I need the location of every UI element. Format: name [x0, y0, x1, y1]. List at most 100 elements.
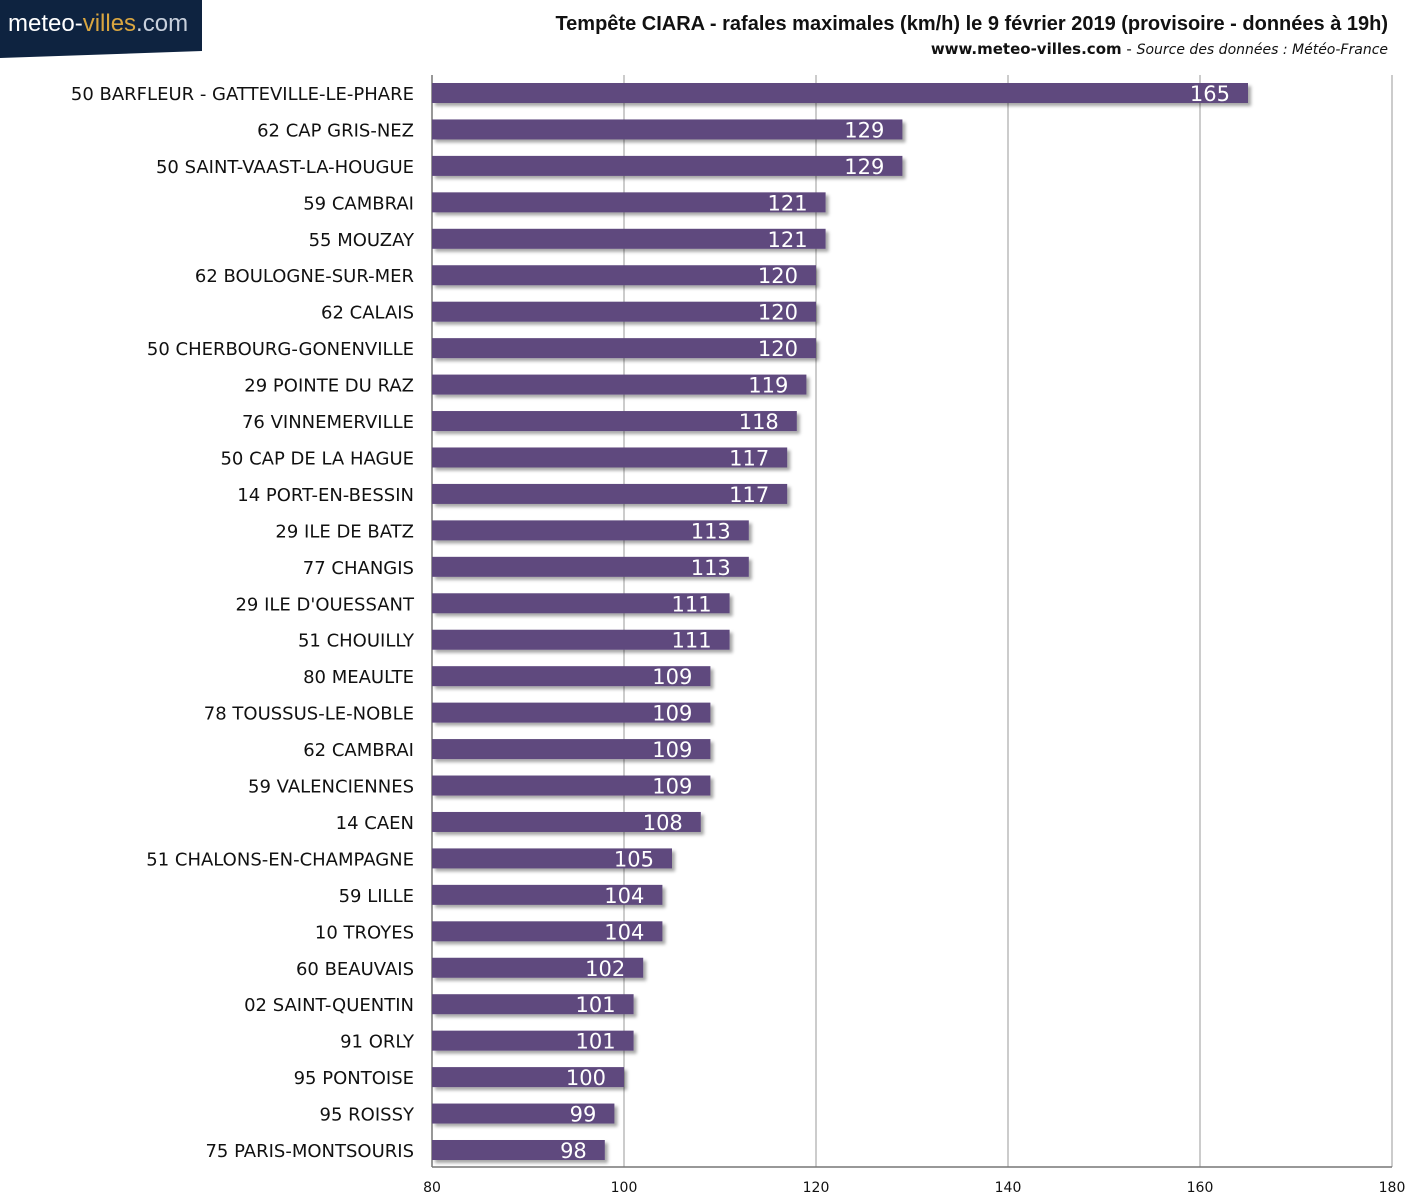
bar [432, 1030, 634, 1051]
logo: meteo-villes.com [0, 0, 202, 58]
data-label: 108 [643, 811, 683, 835]
data-label: 104 [604, 884, 644, 908]
data-source: Source des données : Météo-France [1136, 42, 1388, 58]
category-label: 75 PARIS-MONTSOURIS [205, 1141, 414, 1162]
category-label: 29 ILE D'OUESSANT [235, 594, 415, 615]
chart-subtitle: www.meteo-villes.com - Source des donnée… [930, 40, 1388, 58]
category-label: 51 CHALONS-EN-CHAMPAGNE [146, 849, 414, 870]
category-label: 02 SAINT-QUENTIN [244, 995, 414, 1016]
bar [432, 666, 711, 687]
x-tick-label: 100 [611, 1180, 638, 1196]
bar [432, 155, 903, 176]
x-tick-label: 120 [803, 1180, 830, 1196]
bar [432, 301, 816, 322]
category-label: 62 CAMBRAI [303, 740, 414, 761]
category-label: 14 PORT-EN-BESSIN [237, 485, 414, 506]
bar [432, 374, 807, 395]
bar [432, 994, 634, 1015]
category-label: 76 VINNEMERVILLE [242, 412, 414, 433]
data-label: 109 [652, 738, 692, 762]
category-label: 60 BEAUVAIS [296, 959, 414, 980]
data-label: 117 [729, 446, 769, 470]
category-label: 50 BARFLEUR - GATTEVILLE-LE-PHARE [71, 84, 414, 105]
data-label: 98 [560, 1139, 587, 1163]
site-url: www.meteo-villes.com [930, 40, 1122, 58]
data-label: 113 [691, 519, 731, 543]
category-label: 91 ORLY [340, 1032, 415, 1053]
bar [432, 1067, 624, 1088]
bar [432, 739, 711, 760]
category-label: 51 CHOUILLY [298, 631, 415, 652]
category-label: 59 VALENCIENNES [248, 777, 414, 798]
category-label: 29 ILE DE BATZ [275, 521, 414, 542]
bar [432, 1140, 605, 1160]
data-label: 113 [691, 556, 731, 580]
bar [432, 411, 797, 432]
bar [432, 83, 1248, 103]
bar [432, 447, 788, 468]
category-label: 77 CHANGIS [303, 558, 414, 579]
data-label: 129 [844, 118, 884, 142]
category-label: 55 MOUZAY [309, 230, 415, 251]
data-label: 120 [758, 301, 798, 325]
bar [432, 921, 663, 942]
bar [432, 848, 672, 869]
category-label: 50 SAINT-VAAST-LA-HOUGUE [156, 157, 414, 178]
data-label: 101 [576, 993, 616, 1017]
category-label: 95 ROISSY [320, 1105, 415, 1126]
category-label: 29 POINTE DU RAZ [244, 376, 414, 397]
bar [432, 811, 701, 832]
category-label: 80 MEAULTE [303, 667, 414, 688]
data-label: 109 [652, 702, 692, 726]
data-label: 165 [1190, 82, 1230, 106]
bar [432, 702, 711, 723]
data-label: 99 [570, 1103, 597, 1127]
category-label: 50 CAP DE LA HAGUE [220, 448, 414, 469]
bar [432, 338, 816, 359]
bar [432, 957, 644, 978]
category-label: 50 CHERBOURG-GONENVILLE [147, 339, 414, 360]
data-label: 129 [844, 155, 884, 179]
bar [432, 520, 749, 541]
data-label: 111 [672, 592, 712, 616]
category-label: 95 PONTOISE [294, 1068, 414, 1089]
x-tick-label: 160 [1187, 1180, 1214, 1196]
data-label: 120 [758, 337, 798, 361]
bar [432, 265, 816, 286]
category-label: 62 CAP GRIS-NEZ [257, 120, 414, 141]
category-label: 78 TOUSSUS-LE-NOBLE [204, 704, 414, 725]
data-label: 102 [585, 957, 625, 981]
data-label: 120 [758, 264, 798, 288]
category-label: 62 BOULOGNE-SUR-MER [195, 266, 414, 287]
data-label: 100 [566, 1066, 606, 1090]
bar [432, 629, 730, 650]
data-label: 104 [604, 920, 644, 944]
bar [432, 228, 826, 249]
bar [432, 192, 826, 213]
data-label: 111 [672, 629, 712, 653]
data-label: 118 [739, 410, 779, 434]
bar [432, 1103, 615, 1124]
category-label: 59 LILLE [339, 886, 414, 907]
category-label: 59 CAMBRAI [303, 193, 414, 214]
logo-text: meteo-villes.com [8, 10, 189, 37]
bar [432, 556, 749, 577]
category-label: 10 TROYES [315, 922, 414, 943]
bar [432, 884, 663, 905]
category-label: 14 CAEN [336, 813, 414, 834]
data-label: 117 [729, 483, 769, 507]
data-label: 121 [768, 191, 808, 215]
bar [432, 119, 903, 140]
data-label: 119 [748, 374, 788, 398]
data-label: 109 [652, 775, 692, 799]
data-label: 121 [768, 228, 808, 252]
bar [432, 775, 711, 796]
x-tick-label: 180 [1379, 1180, 1406, 1196]
data-label: 109 [652, 665, 692, 689]
chart-title: Tempête CIARA - rafales maximales (km/h)… [555, 13, 1388, 35]
bar [432, 593, 730, 614]
x-tick-label: 140 [995, 1180, 1022, 1196]
bar [432, 483, 788, 504]
data-label: 101 [576, 1030, 616, 1054]
